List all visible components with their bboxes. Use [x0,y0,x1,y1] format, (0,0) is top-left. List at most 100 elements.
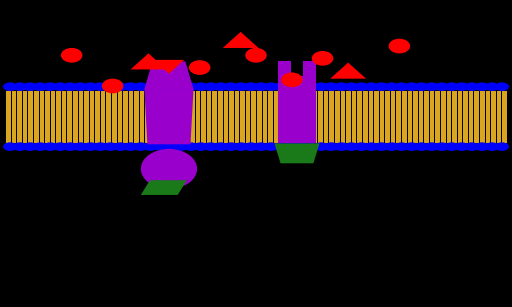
Ellipse shape [224,142,238,151]
Ellipse shape [354,82,369,91]
Polygon shape [278,61,316,143]
Ellipse shape [23,82,37,91]
Ellipse shape [13,82,27,91]
Ellipse shape [444,82,459,91]
Ellipse shape [495,142,509,151]
Ellipse shape [254,82,268,91]
Polygon shape [223,32,259,48]
Ellipse shape [385,82,399,91]
Ellipse shape [464,142,479,151]
Ellipse shape [102,79,123,93]
Ellipse shape [83,142,98,151]
Ellipse shape [435,142,449,151]
Ellipse shape [113,142,127,151]
Polygon shape [154,60,184,74]
Ellipse shape [134,142,148,151]
Ellipse shape [394,82,409,91]
Ellipse shape [284,82,298,91]
Ellipse shape [53,142,68,151]
Ellipse shape [374,82,389,91]
Ellipse shape [414,142,429,151]
Ellipse shape [184,142,198,151]
Ellipse shape [184,82,198,91]
Ellipse shape [154,142,168,151]
Ellipse shape [234,82,248,91]
Ellipse shape [194,82,208,91]
Polygon shape [141,180,187,195]
Ellipse shape [389,39,410,53]
Ellipse shape [314,142,328,151]
Ellipse shape [495,82,509,91]
Ellipse shape [334,142,349,151]
Ellipse shape [264,82,278,91]
Ellipse shape [103,142,118,151]
Ellipse shape [143,142,158,151]
Ellipse shape [374,142,389,151]
Ellipse shape [485,142,499,151]
Ellipse shape [455,82,469,91]
Ellipse shape [174,142,188,151]
Ellipse shape [314,82,328,91]
Ellipse shape [424,82,439,91]
Ellipse shape [194,142,208,151]
Ellipse shape [274,82,288,91]
Ellipse shape [364,142,378,151]
Ellipse shape [234,142,248,151]
Ellipse shape [424,142,439,151]
Ellipse shape [244,142,258,151]
Ellipse shape [364,82,378,91]
Ellipse shape [13,142,27,151]
Ellipse shape [134,82,148,91]
Polygon shape [274,143,319,163]
Ellipse shape [141,149,197,189]
Ellipse shape [123,142,138,151]
Ellipse shape [464,82,479,91]
Ellipse shape [33,82,48,91]
Ellipse shape [63,142,77,151]
Ellipse shape [485,82,499,91]
Polygon shape [144,89,194,144]
Ellipse shape [214,142,228,151]
Ellipse shape [163,82,178,91]
Ellipse shape [3,82,17,91]
Ellipse shape [385,142,399,151]
Ellipse shape [475,82,489,91]
Ellipse shape [404,142,419,151]
Ellipse shape [93,82,108,91]
Ellipse shape [63,82,77,91]
Ellipse shape [245,48,267,63]
Ellipse shape [123,82,138,91]
Ellipse shape [61,48,82,63]
Ellipse shape [103,82,118,91]
Ellipse shape [33,142,48,151]
Ellipse shape [43,82,57,91]
Ellipse shape [274,142,288,151]
Ellipse shape [354,142,369,151]
Ellipse shape [435,82,449,91]
Ellipse shape [53,82,68,91]
Ellipse shape [189,60,210,75]
Ellipse shape [404,82,419,91]
Ellipse shape [324,142,338,151]
Ellipse shape [83,82,98,91]
Ellipse shape [312,51,333,66]
Ellipse shape [304,142,318,151]
Ellipse shape [304,82,318,91]
Ellipse shape [204,82,218,91]
Ellipse shape [344,142,358,151]
Ellipse shape [163,142,178,151]
Ellipse shape [294,142,308,151]
Ellipse shape [73,142,88,151]
Ellipse shape [224,82,238,91]
Polygon shape [330,63,366,79]
Ellipse shape [284,142,298,151]
Ellipse shape [204,142,218,151]
Ellipse shape [444,142,459,151]
Ellipse shape [154,82,168,91]
Ellipse shape [244,82,258,91]
Ellipse shape [214,82,228,91]
Ellipse shape [294,82,308,91]
Ellipse shape [113,82,127,91]
Polygon shape [131,53,166,69]
Ellipse shape [455,142,469,151]
